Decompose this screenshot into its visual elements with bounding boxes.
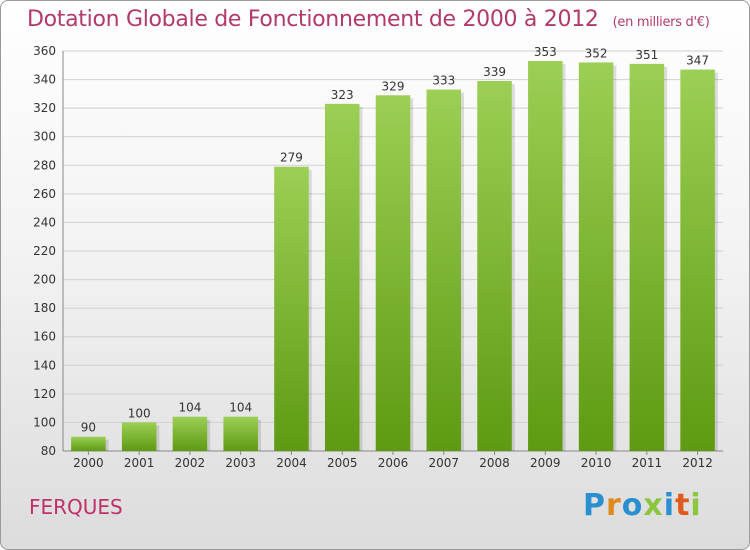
data-label: 353 — [534, 45, 557, 59]
bar — [223, 416, 258, 451]
y-tick-label: 360 — [33, 44, 56, 58]
y-tick-label: 160 — [33, 330, 56, 344]
data-label: 329 — [382, 79, 405, 93]
x-tick-label: 2003 — [225, 456, 256, 470]
x-tick-label: 2006 — [378, 456, 409, 470]
logo-letter: o — [621, 488, 644, 523]
bar — [629, 63, 665, 451]
data-label: 347 — [686, 54, 709, 68]
chart-title-text: Dotation Globale de Fonctionnement de 20… — [27, 7, 599, 32]
x-tick-label: 2011 — [632, 456, 663, 470]
data-label: 339 — [483, 65, 506, 79]
logo-letter: t — [675, 488, 691, 523]
proxiti-logo: Proxiti — [583, 488, 702, 523]
bar — [528, 61, 563, 451]
logo-letter: P — [583, 488, 606, 523]
logo-letter: i — [690, 488, 702, 523]
bar — [71, 436, 106, 451]
bar — [172, 416, 208, 451]
logo-letter: x — [643, 488, 664, 523]
bar — [324, 103, 360, 451]
y-tick-label: 300 — [33, 130, 56, 144]
y-tick-label: 100 — [33, 415, 56, 429]
data-label: 100 — [128, 406, 151, 420]
x-tick-label: 2008 — [479, 456, 510, 470]
y-tick-label: 220 — [33, 244, 56, 258]
data-label: 351 — [635, 48, 658, 62]
data-label: 104 — [178, 401, 201, 415]
data-label: 279 — [280, 151, 303, 165]
y-tick-label: 280 — [33, 158, 56, 172]
bar — [680, 69, 715, 452]
logo-letter: i — [663, 488, 676, 523]
data-label: 352 — [585, 46, 608, 60]
chart-unit: (en milliers d'€) — [612, 15, 710, 30]
y-tick-label: 200 — [33, 273, 56, 287]
bar — [578, 62, 614, 452]
data-label: 104 — [229, 401, 252, 415]
chart-title: Dotation Globale de Fonctionnement de 20… — [27, 7, 710, 32]
y-tick-label: 240 — [33, 215, 56, 229]
bar — [426, 89, 462, 452]
logo-letter: r — [606, 488, 622, 523]
x-tick-label: 2004 — [276, 456, 307, 470]
bar — [121, 422, 157, 451]
bar — [274, 166, 309, 451]
data-label: 90 — [81, 421, 96, 435]
x-tick-label: 2009 — [530, 456, 561, 470]
y-tick-label: 80 — [41, 444, 56, 458]
x-tick-label: 2010 — [581, 456, 612, 470]
bar — [477, 81, 512, 451]
y-tick-label: 180 — [33, 301, 56, 315]
x-tick-label: 2002 — [175, 456, 206, 470]
bar — [375, 95, 411, 452]
commune-name: FERQUES — [29, 495, 123, 519]
x-tick-label: 2007 — [428, 456, 459, 470]
y-tick-label: 340 — [33, 73, 56, 87]
y-tick-label: 320 — [33, 101, 56, 115]
x-tick-label: 2005 — [327, 456, 358, 470]
bar-chart: 80 100 120 140 160 180 200 220 240 260 280 300 320 34… — [33, 44, 723, 470]
y-tick-label: 140 — [33, 358, 56, 372]
x-tick-label: 2012 — [682, 456, 713, 470]
y-tick-label: 120 — [33, 387, 56, 401]
x-tick-label: 2001 — [124, 456, 155, 470]
x-tick-label: 2000 — [73, 456, 104, 470]
data-label: 333 — [432, 74, 455, 88]
y-tick-label: 260 — [33, 187, 56, 201]
data-label: 323 — [331, 88, 354, 102]
